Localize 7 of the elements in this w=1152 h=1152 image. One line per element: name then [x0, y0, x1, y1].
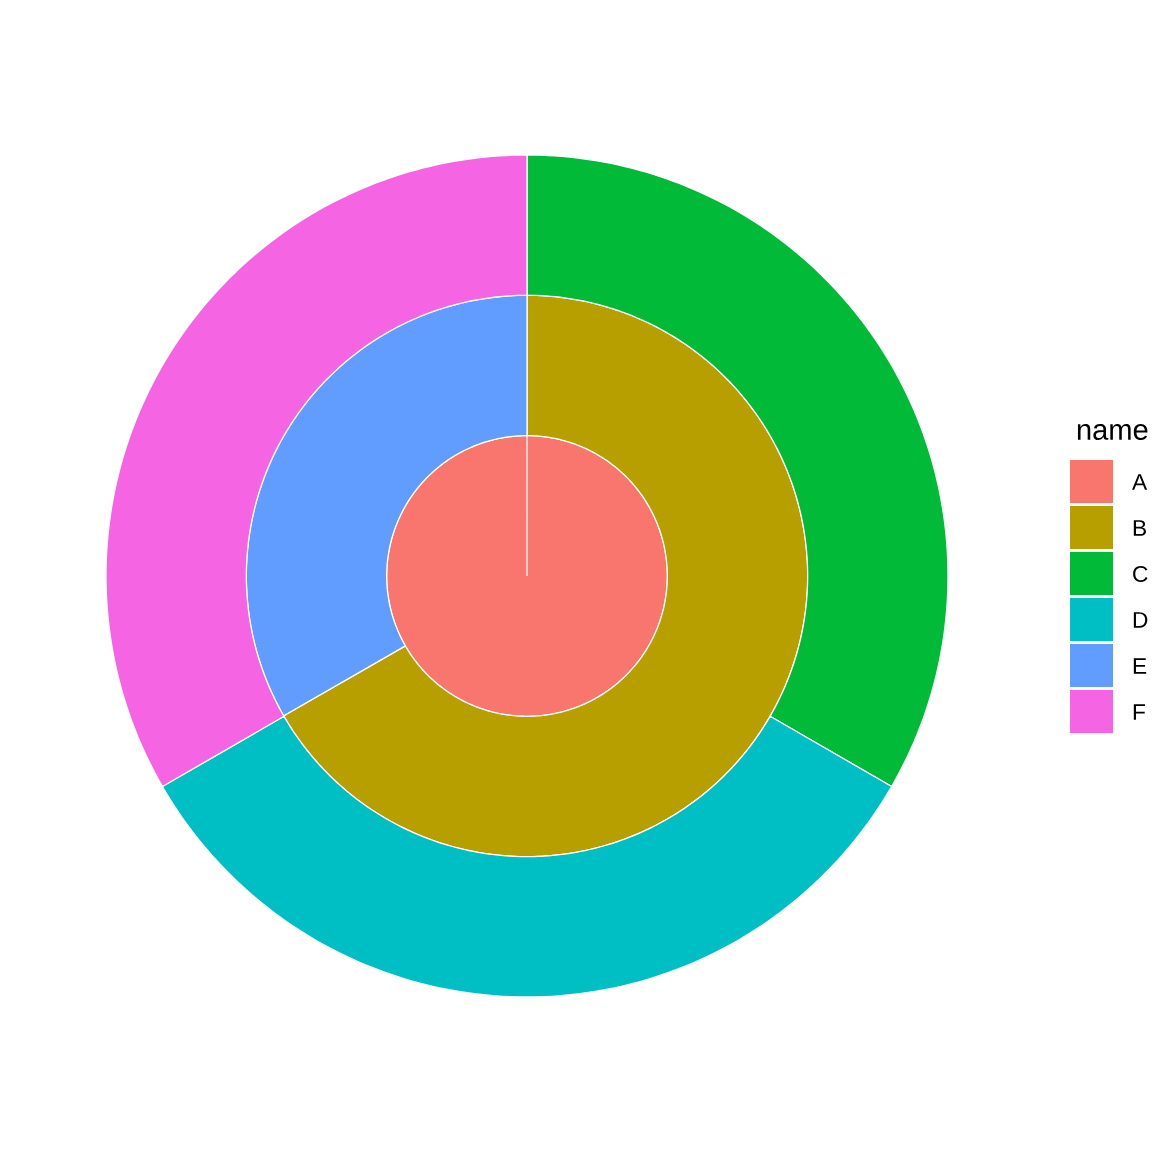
legend-label: B: [1133, 520, 1146, 536]
legend-label: E: [1133, 658, 1147, 674]
legend-title: name: [1077, 424, 1148, 440]
legend-label: A: [1132, 474, 1148, 490]
legend-label: C: [1133, 565, 1148, 583]
legend-label: F: [1133, 704, 1145, 720]
legend-label: D: [1133, 612, 1148, 628]
